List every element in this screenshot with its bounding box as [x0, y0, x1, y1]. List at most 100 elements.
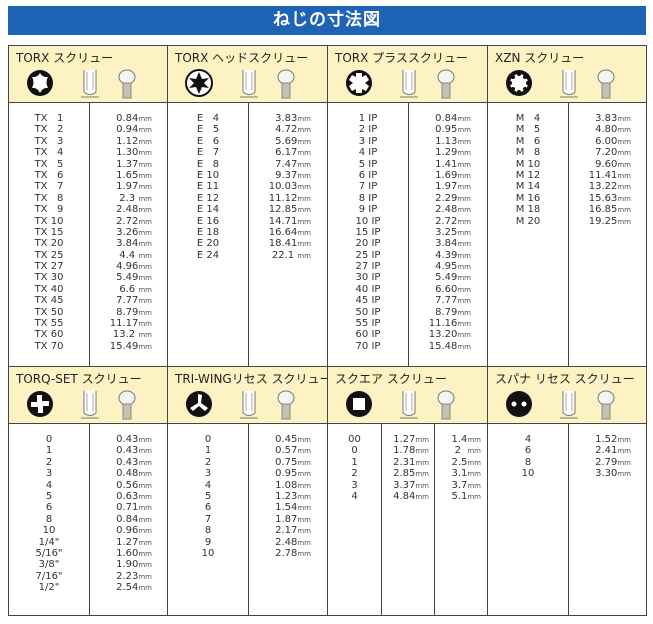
dimension-value: 0.94mm: [116, 124, 152, 136]
size-label: M 20: [515, 215, 541, 227]
unit-label: mm: [138, 504, 152, 513]
size-label: 2: [204, 456, 212, 468]
dimension-value: 5.49mm: [435, 272, 471, 284]
size-label: 9 IP: [358, 204, 378, 216]
unit-label: mm: [138, 342, 152, 351]
dimension-value: 0.48mm: [116, 468, 152, 480]
bit-profile-icon: [81, 391, 99, 419]
dimension-value: 4.96mm: [116, 261, 152, 273]
unit-label: mm: [138, 331, 152, 340]
unit-label: mm: [297, 206, 311, 215]
dimension-value: 16.64mm: [268, 226, 311, 238]
panel-header: TORX プラススクリュー: [328, 46, 487, 103]
size-column: TX 1 TX 2 TX 3 TX 4 TX 5 TX 6 TX 7 TX 8 TX 9 TX 1…: [9, 103, 89, 366]
panel-title: スクエア スクリュー: [335, 372, 447, 386]
unit-label: mm: [138, 447, 152, 456]
unit-label: mm: [467, 492, 481, 501]
dimension-value: 3.7mm: [451, 479, 481, 491]
dimension-value: 8.79mm: [116, 306, 152, 318]
dimension-value: 11.17mm: [109, 318, 152, 330]
size-label: 3 IP: [358, 135, 378, 147]
size-label: 00: [348, 434, 361, 445]
unit-label: mm: [138, 206, 152, 215]
dimension-value: 3.84mm: [435, 238, 471, 250]
size-label: M 16: [515, 192, 541, 204]
unit-label: mm: [617, 206, 631, 215]
size-label: E 11: [196, 181, 220, 193]
unit-label: mm: [457, 160, 471, 169]
unit-label: mm: [467, 458, 481, 467]
dimension-value: 3.25mm: [435, 226, 471, 238]
unit-label: mm: [457, 263, 471, 272]
unit-label: mm: [617, 126, 631, 135]
size-label: 50 IP: [355, 306, 381, 318]
size-label: 0: [45, 434, 53, 445]
dimension-value: 1.37mm: [116, 158, 152, 170]
unit-label: mm: [297, 160, 311, 169]
unit-label: mm: [297, 492, 311, 501]
dimension-value: 5.1mm: [451, 490, 481, 502]
size-label: 2 IP: [358, 124, 378, 136]
unit-label: mm: [617, 217, 631, 226]
unit-label: mm: [617, 137, 631, 146]
dimension-column: 0.43mm 0.43mm 0.43mm 0.48mm 0.56mm 0.63mm 0.71…: [89, 424, 170, 615]
size-label: 2: [45, 456, 53, 468]
size-label: M 18: [515, 204, 541, 216]
size-label: M 4: [515, 113, 541, 124]
unit-label: mm: [138, 297, 152, 306]
panel-icons: [328, 68, 487, 100]
size-label: TX 20: [34, 238, 64, 250]
dimension-value: 14.71mm: [268, 215, 311, 227]
unit-label: mm: [415, 492, 429, 501]
unit-label: mm: [457, 137, 471, 146]
panel-icons: [168, 68, 327, 100]
panel-tri-wing: TRI-WINGリセス スクリュー 0 1 2 3 4 5 6 7 8 9 10 0.45mm 0.57m…: [167, 366, 332, 616]
bit-profile-icon: [81, 70, 99, 98]
unit-label: mm: [138, 183, 152, 192]
size-label: 5 IP: [358, 158, 378, 170]
dimension-value: 0.75mm: [275, 456, 311, 468]
size-label: 5: [204, 490, 212, 502]
dimension-value: 1.90mm: [116, 559, 152, 571]
size-label: TX 7: [34, 181, 64, 193]
size-label: 3: [204, 468, 212, 480]
dimension-value: 2.29mm: [435, 192, 471, 204]
size-label: E 18: [196, 226, 220, 238]
bit-profile-icon: [400, 70, 418, 98]
screw-head-icon: [118, 390, 136, 420]
unit-label: mm: [297, 183, 311, 192]
dimension-column: 0.84mm 0.94mm 1.12mm 1.30mm 1.37mm 1.65mm 1.97…: [89, 103, 170, 366]
panel-title: TORX スクリュー: [16, 51, 114, 65]
unit-label: mm: [467, 470, 481, 479]
panel-body: 0 1 2 3 4 5 6 7 8 9 10 0.45mm 0.57mm 0.75mm 0.95mm 1.08…: [168, 424, 327, 615]
dimension-value: 1.78mm: [393, 445, 429, 457]
size-label: M 12: [515, 169, 541, 181]
dimension-value: 4.84mm: [393, 490, 429, 502]
size-label: E 5: [196, 124, 220, 136]
dimension-value: 0.95mm: [275, 468, 311, 480]
size-label: TX 70: [34, 340, 64, 352]
size-label: M 8: [515, 147, 541, 159]
unit-label: mm: [617, 149, 631, 158]
unit-label: mm: [138, 492, 152, 501]
unit-label: mm: [457, 240, 471, 249]
unit-label: mm: [297, 447, 311, 456]
size-label: TX 5: [34, 158, 64, 170]
size-label: 1/4": [38, 536, 60, 548]
screw-head-icon: [118, 69, 136, 99]
unit-label: mm: [297, 527, 311, 536]
unit-label: mm: [415, 447, 429, 456]
dimension-value: 1.08mm: [275, 479, 311, 491]
size-column: 0 1 2 3 4 5 6 8 10 1/4" 5/16" 3/8" 7/16" 1/2": [9, 424, 89, 615]
unit-label: mm: [297, 458, 311, 467]
dimension-value: 4.80mm: [595, 124, 631, 136]
square-recess-icon: [346, 391, 372, 417]
dimension-value: 2.41mm: [595, 445, 631, 457]
unit-label: mm: [457, 126, 471, 135]
panel-title: TORX ヘッドスクリュー: [175, 51, 309, 65]
size-label: 5/16": [35, 547, 63, 559]
unit-label: mm: [138, 137, 152, 146]
